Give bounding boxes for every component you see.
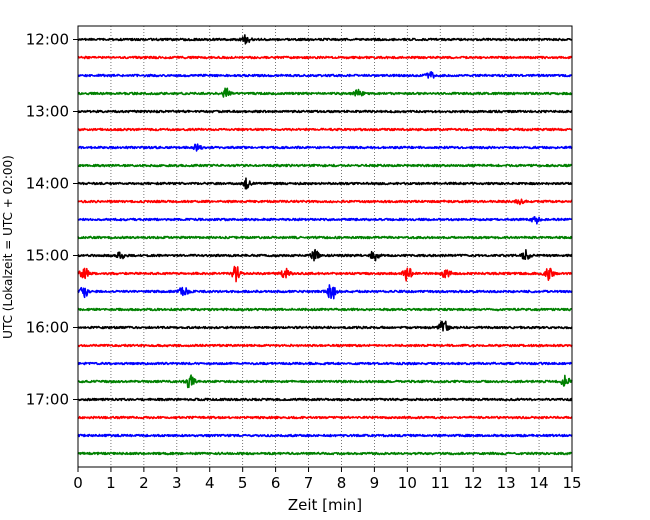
y-tick-label: 13:00 [26, 103, 69, 121]
seismogram-trace [77, 177, 573, 190]
x-tick-label: 8 [337, 474, 347, 492]
tick-layer: 0 1 2 3 4 5 6 7 8 9 10 11 12 13 14 1512:0013:0014:0015:… [26, 31, 582, 493]
x-tick-label: 15 [562, 474, 581, 492]
x-tick-label: 14 [530, 474, 549, 492]
seismogram-trace [77, 320, 573, 332]
seismogram-trace [77, 397, 573, 402]
seismogram-trace [77, 415, 573, 420]
y-tick-label: 17:00 [26, 391, 69, 409]
seismogram-trace [77, 235, 573, 240]
seismogram-trace [77, 55, 573, 60]
seismogram-trace [77, 265, 573, 283]
seismogram-trace [77, 127, 573, 132]
x-tick-label: 0 [73, 474, 83, 492]
plot-frame [77, 25, 573, 468]
seismogram-trace [77, 163, 573, 168]
x-tick-label: 12 [464, 474, 483, 492]
x-axis-label: Zeit [min] [288, 496, 362, 514]
seismogram-trace [77, 284, 573, 300]
seismogram-trace [77, 71, 573, 79]
seismogram-trace [77, 87, 573, 98]
trace-layer [77, 34, 573, 456]
seismogram-trace [77, 248, 573, 262]
seismogram-trace [77, 216, 573, 225]
x-tick-label: 11 [431, 474, 450, 492]
x-tick-label: 9 [370, 474, 380, 492]
seismogram-trace [77, 34, 573, 45]
y-axis-label: UTC (Lokalzeit = UTC + 02:00) [1, 155, 15, 339]
seismogram-trace [77, 109, 573, 114]
y-tick-label: 16:00 [26, 319, 69, 337]
y-tick-label: 15:00 [26, 247, 69, 265]
seismogram-trace [77, 343, 573, 348]
seismogram-trace [77, 374, 573, 389]
x-tick-label: 3 [172, 474, 182, 492]
seismogram-trace [77, 307, 573, 312]
x-tick-label: 2 [139, 474, 149, 492]
x-tick-label: 7 [304, 474, 314, 492]
x-tick-label: 6 [271, 474, 281, 492]
x-tick-label: 5 [238, 474, 248, 492]
seismogram-trace [77, 198, 573, 206]
y-tick-label: 12:00 [26, 31, 69, 49]
x-tick-label: 13 [497, 474, 516, 492]
seismogram-trace [77, 143, 573, 152]
seismogram-trace [77, 361, 573, 366]
seismogram-trace [77, 433, 573, 438]
seismogram-trace [77, 451, 573, 456]
x-tick-label: 1 [106, 474, 116, 492]
y-tick-label: 14:00 [26, 175, 69, 193]
x-tick-label: 4 [205, 474, 215, 492]
x-tick-label: 10 [398, 474, 417, 492]
